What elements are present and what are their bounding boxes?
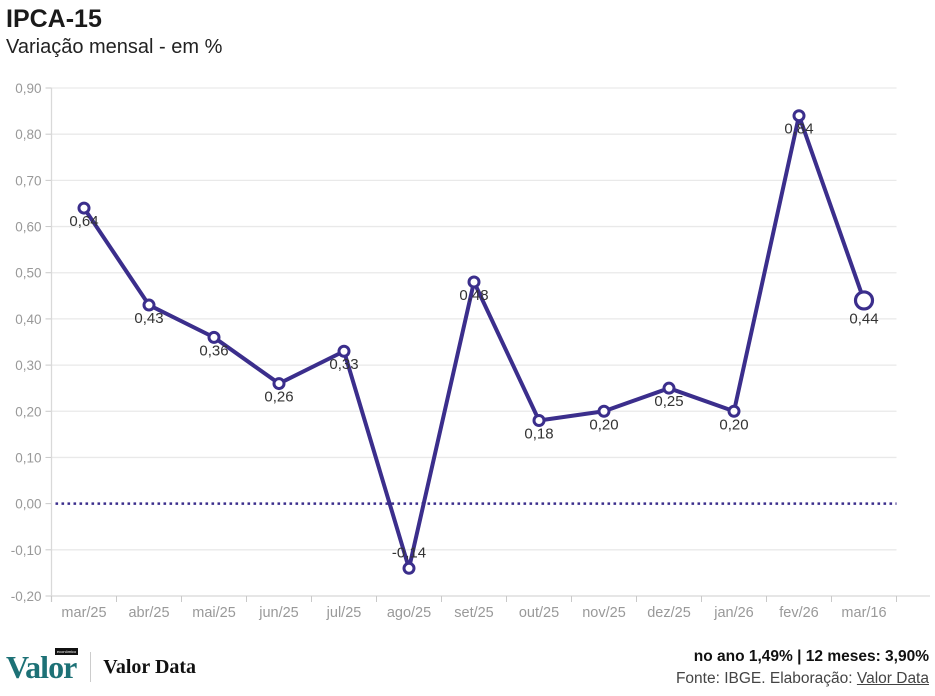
data-point-marker[interactable] xyxy=(272,377,286,391)
x-tick-label: jan/26 xyxy=(713,605,754,621)
x-tick-label: mar/25 xyxy=(61,605,106,621)
data-point-label: 0,33 xyxy=(329,356,358,373)
y-tick-label: 0,60 xyxy=(15,220,41,235)
y-tick-label: -0,10 xyxy=(11,543,42,558)
x-tick-label: set/25 xyxy=(454,605,494,621)
x-tick-label: mar/16 xyxy=(841,605,886,621)
y-tick-label: 0,00 xyxy=(15,497,41,512)
y-tick-label: 0,10 xyxy=(15,450,41,465)
data-point-marker[interactable] xyxy=(77,201,91,215)
y-tick-label: 0,80 xyxy=(15,127,41,142)
data-point-label: 0,44 xyxy=(849,310,878,327)
data-point-marker[interactable] xyxy=(207,330,221,344)
data-point-label: 0,36 xyxy=(199,342,228,359)
data-point-marker[interactable] xyxy=(853,290,875,311)
line-chart: 0,90 0,80 0,70 0,60 0,50 0,40 0,30 0,20 0,10 0,00… xyxy=(11,81,930,621)
x-tick-label: abr/25 xyxy=(128,605,169,621)
x-tick-label: ago/25 xyxy=(387,605,431,621)
data-point-label: 0,18 xyxy=(524,426,553,443)
y-tick-label: -0,20 xyxy=(11,589,42,604)
page-title: IPCA-15 xyxy=(6,5,102,33)
data-point-marker[interactable] xyxy=(597,404,611,418)
x-tick-label: jun/25 xyxy=(258,605,299,621)
chart-header: IPCA-15 Variação mensal - em % xyxy=(6,4,222,60)
footer-info: no ano 1,49% | 12 meses: 3,90% Fonte: IB… xyxy=(676,646,929,690)
data-point-marker[interactable] xyxy=(467,275,481,289)
valor-logo-tagline: econômico xyxy=(54,648,79,655)
summary-stats: no ano 1,49% | 12 meses: 3,90% xyxy=(693,648,929,665)
data-point-label: -0,14 xyxy=(392,544,426,561)
data-point-label: 0,20 xyxy=(719,416,748,433)
page-subtitle: Variação mensal - em % xyxy=(6,36,223,58)
data-point-marker[interactable] xyxy=(792,109,806,123)
valor-data-link[interactable]: Valor Data xyxy=(856,670,929,687)
x-tick-label: dez/25 xyxy=(647,605,691,621)
data-point-label: 0,84 xyxy=(784,121,813,138)
x-tick-label: mai/25 xyxy=(192,605,236,621)
data-point-label: 0,25 xyxy=(654,393,683,410)
x-tick-label: nov/25 xyxy=(582,605,626,621)
data-point-marker[interactable] xyxy=(402,561,416,575)
data-point-label: 0,20 xyxy=(589,416,618,433)
y-tick-label: 0,30 xyxy=(15,358,41,373)
source-note: Fonte: IBGE. Elaboração: Valor Data xyxy=(676,668,929,690)
valor-logo: Valor econômico xyxy=(6,648,79,685)
y-tick-label: 0,90 xyxy=(15,81,41,96)
valor-logo-text: Valor xyxy=(6,649,77,685)
x-tick-label: jul/25 xyxy=(326,605,362,621)
data-point-marker[interactable] xyxy=(532,414,546,428)
data-point-marker[interactable] xyxy=(337,344,351,358)
footer-brand: Valor econômico Valor Data xyxy=(6,648,197,685)
data-point-label: 0,26 xyxy=(264,389,293,406)
data-point-label: 0,48 xyxy=(459,287,488,304)
data-point-label: 0,64 xyxy=(69,213,98,230)
x-tick-label: fev/26 xyxy=(779,605,819,621)
brand-divider xyxy=(90,652,92,682)
data-point-label: 0,43 xyxy=(134,310,163,327)
y-tick-label: 0,50 xyxy=(15,266,41,281)
x-tick-label: out/25 xyxy=(519,605,559,621)
y-tick-label: 0,40 xyxy=(15,312,41,327)
valor-data-logo: Valor Data xyxy=(103,655,197,678)
data-point-marker[interactable] xyxy=(142,298,156,312)
y-tick-label: 0,70 xyxy=(15,173,41,188)
data-point-marker[interactable] xyxy=(662,381,676,395)
y-tick-label: 0,20 xyxy=(15,404,41,419)
data-point-marker[interactable] xyxy=(727,404,741,418)
source-prefix: Fonte: IBGE. Elaboração: xyxy=(675,670,857,687)
